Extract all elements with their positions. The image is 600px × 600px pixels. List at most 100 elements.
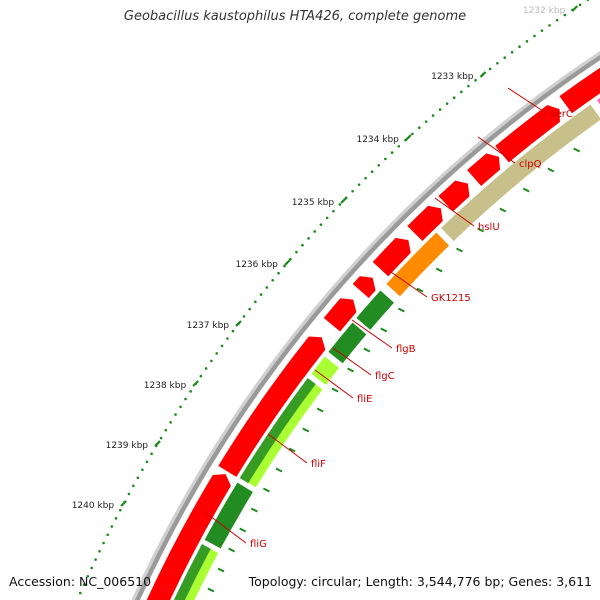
scale-dot	[488, 67, 492, 71]
scale-dot	[351, 189, 354, 193]
scale-dot	[118, 508, 122, 512]
scale-dot	[215, 352, 218, 355]
scale-dot	[586, 0, 590, 2]
scale-dot	[277, 271, 280, 275]
gene-label-fliF: fliF	[311, 459, 326, 470]
kbp-tick-mark	[235, 320, 242, 327]
gene-label-leader	[314, 369, 354, 399]
scale-dot	[106, 533, 109, 537]
kbp-tick-mark	[479, 71, 487, 78]
reverse-tick	[217, 567, 225, 573]
scale-dot	[169, 421, 172, 424]
scale-dot	[210, 359, 213, 363]
kbp-tick-label: 1237 kbp	[187, 321, 230, 331]
scale-dot	[384, 157, 387, 161]
scale-dot	[319, 223, 323, 226]
forward-gene-arrow	[351, 275, 377, 300]
gene-labels: xerC clpQ hslU GK1215 flgB flgC fliE fliF fliG	[205, 87, 573, 550]
scale-dot	[102, 541, 105, 545]
reverse-tick	[416, 287, 424, 293]
gene-tracks	[145, 66, 600, 600]
reverse-tick	[275, 467, 283, 473]
scale-dot	[370, 170, 374, 174]
gene-label-leader	[387, 269, 428, 298]
scale-dot	[338, 203, 342, 206]
reverse-tick	[262, 487, 270, 493]
scale-dot	[563, 13, 567, 17]
scale-dot	[150, 452, 153, 456]
reverse-tick	[347, 367, 355, 373]
scale-dot	[548, 24, 551, 27]
forward-gene-arrow	[558, 66, 600, 115]
gene-label-flgC: flgC	[375, 371, 395, 382]
scale-dot	[496, 61, 499, 65]
kbp-tick-label: 1238 kbp	[144, 381, 187, 391]
scale-dot-track	[78, 0, 590, 595]
scale-dot	[578, 3, 582, 7]
gene-label-leader	[205, 512, 247, 544]
scale-dot	[445, 102, 449, 105]
scale-dot	[189, 390, 192, 393]
scale-dot	[114, 517, 118, 520]
kbp-tick-mark	[154, 440, 161, 447]
scale-dot	[289, 257, 292, 261]
reverse-tick	[380, 327, 388, 333]
reverse-tick	[316, 407, 324, 413]
kbp-tick-mark	[284, 259, 291, 266]
genome-title: Geobacillus kaustophilus HTA426, complet…	[123, 9, 467, 24]
scale-dot	[94, 558, 97, 561]
scale-dot	[220, 344, 224, 348]
scale-dot	[525, 40, 529, 43]
scale-dot	[78, 591, 82, 595]
gene-label-leader	[477, 136, 516, 164]
scale-dot	[265, 286, 269, 289]
kbp-tick-label: 1236 kbp	[235, 260, 278, 270]
gene-label-GK1215: GK1215	[431, 293, 471, 304]
scale-dot	[271, 279, 274, 282]
reverse-tick	[250, 507, 258, 513]
scale-dot	[248, 307, 251, 311]
forward-gene-arrow	[494, 104, 561, 164]
kbp-tick-mark	[405, 134, 412, 141]
scale-dot	[259, 293, 263, 296]
scale-dot	[533, 34, 536, 38]
scale-dot	[204, 367, 208, 370]
scale-dot	[127, 492, 131, 496]
kbp-tick-mark	[571, 5, 579, 12]
scale-dot	[242, 315, 246, 318]
scale-dot	[313, 230, 317, 233]
scale-dot	[397, 145, 401, 148]
reverse-tick	[207, 587, 215, 593]
kbp-tick-label: 1240 kbp	[72, 501, 115, 511]
forward-gene-arrow	[217, 335, 327, 479]
reverse-tick	[288, 447, 296, 453]
gene-label-leader	[351, 319, 393, 349]
scale-dot	[174, 413, 177, 416]
gene-GK1215	[385, 231, 451, 298]
reverse-strand-ticks	[207, 147, 581, 593]
genome-backbone	[131, 51, 600, 600]
reverse-tick	[302, 427, 310, 433]
gene-label-fliG: fliG	[250, 539, 267, 550]
reverse-tick	[547, 167, 555, 173]
reverse-tick	[456, 247, 463, 253]
reverse-tick	[435, 267, 443, 273]
kbp-scale: 1232 kbp 1233 kbp 1234 kbp 1235 kbp 1236 kbp…	[72, 5, 579, 511]
scale-dot	[424, 120, 428, 123]
accession-text: Accession: NC_006510	[9, 574, 152, 589]
scale-dot	[98, 550, 101, 553]
kbp-tick-mark	[192, 380, 199, 387]
scale-dot	[332, 209, 335, 213]
gene-hslU	[439, 103, 600, 243]
gene-label-leader	[332, 347, 372, 376]
scale-dot	[307, 237, 310, 240]
scale-dot	[159, 436, 163, 440]
scale-dot	[132, 484, 135, 488]
forward-gene-arrow	[406, 204, 444, 243]
gene-label-fliE: fliE	[357, 394, 372, 405]
scale-dot	[467, 84, 470, 88]
scale-dot	[377, 163, 381, 167]
gene-fliE	[310, 355, 341, 387]
gene-fliG	[203, 481, 255, 550]
